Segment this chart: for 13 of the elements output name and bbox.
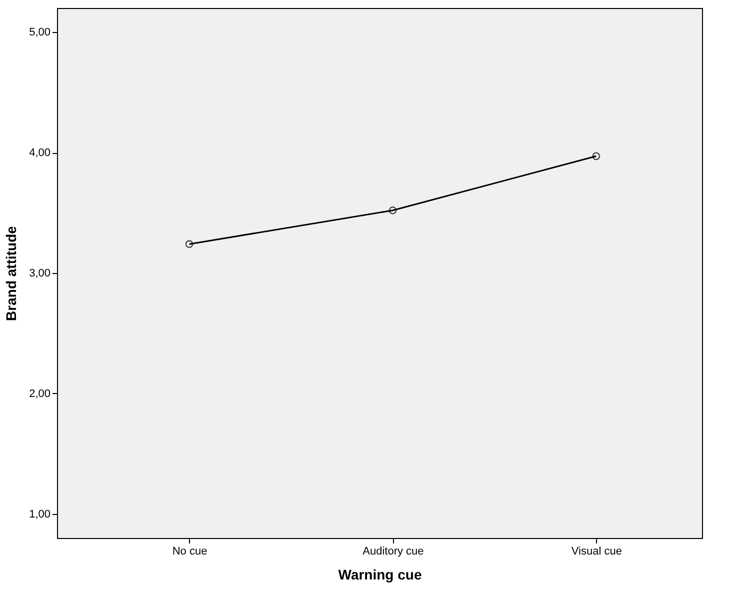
y-axis-title: Brand attitude [3, 226, 20, 321]
point [388, 206, 397, 214]
y-tick-label: 2,00 [29, 388, 50, 400]
x-tick-label: No cue [172, 546, 208, 558]
y-tick-label: 3,00 [29, 268, 50, 280]
point [185, 240, 194, 248]
point [592, 152, 600, 160]
x-tick-label: Auditory cue [362, 546, 424, 558]
x-tick-label: Visual cue [571, 546, 622, 558]
y-tick-label: 5,00 [29, 26, 50, 39]
y-tick-label: 4,00 [29, 147, 50, 160]
y-tick-label: 1,00 [29, 508, 50, 520]
x-axis-title: Warning cue [338, 566, 422, 582]
